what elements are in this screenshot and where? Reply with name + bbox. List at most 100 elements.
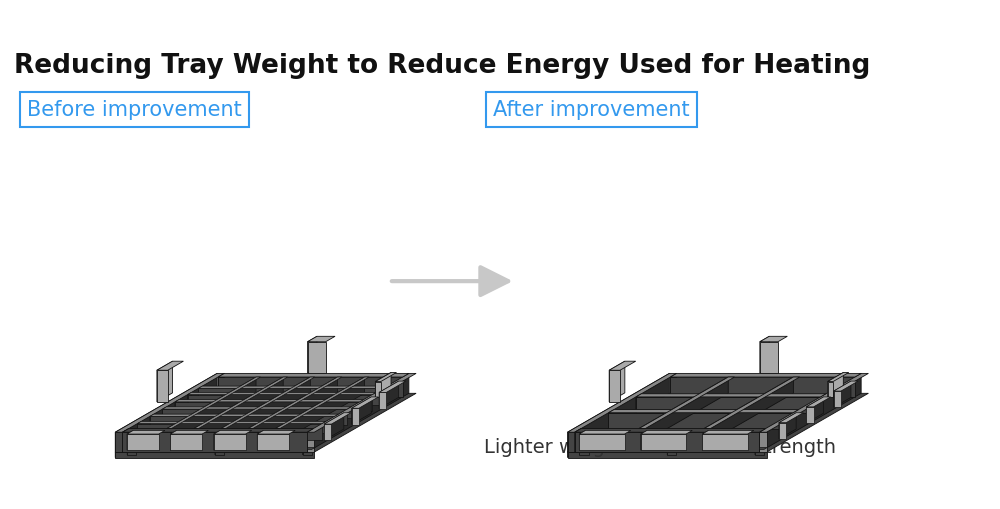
Polygon shape xyxy=(352,408,359,425)
Polygon shape xyxy=(759,374,868,432)
Polygon shape xyxy=(137,421,326,424)
Polygon shape xyxy=(194,377,283,445)
Polygon shape xyxy=(275,377,365,445)
Polygon shape xyxy=(352,397,379,408)
Polygon shape xyxy=(568,374,677,432)
Polygon shape xyxy=(198,388,383,405)
Polygon shape xyxy=(188,392,376,395)
Polygon shape xyxy=(670,374,861,377)
Polygon shape xyxy=(779,413,796,439)
Polygon shape xyxy=(636,394,826,397)
Polygon shape xyxy=(218,374,409,377)
Polygon shape xyxy=(608,410,614,429)
Polygon shape xyxy=(127,434,159,450)
Polygon shape xyxy=(702,431,754,434)
Polygon shape xyxy=(257,434,289,450)
Polygon shape xyxy=(828,373,843,397)
Polygon shape xyxy=(308,342,326,374)
Polygon shape xyxy=(670,377,855,397)
Polygon shape xyxy=(115,452,314,458)
Polygon shape xyxy=(115,393,416,452)
Polygon shape xyxy=(170,434,202,450)
Polygon shape xyxy=(641,431,647,450)
Polygon shape xyxy=(115,374,217,452)
Polygon shape xyxy=(137,421,141,440)
Polygon shape xyxy=(639,377,735,429)
Polygon shape xyxy=(221,377,310,445)
Polygon shape xyxy=(568,432,575,452)
Polygon shape xyxy=(575,432,759,452)
Polygon shape xyxy=(122,429,313,432)
Polygon shape xyxy=(221,429,226,445)
Polygon shape xyxy=(150,416,334,433)
Polygon shape xyxy=(221,377,315,429)
Polygon shape xyxy=(324,424,331,440)
Polygon shape xyxy=(308,336,317,374)
Polygon shape xyxy=(636,397,820,413)
Polygon shape xyxy=(379,381,399,409)
Polygon shape xyxy=(779,423,786,439)
Polygon shape xyxy=(760,336,787,342)
Polygon shape xyxy=(307,374,409,452)
Polygon shape xyxy=(609,361,625,402)
Polygon shape xyxy=(375,373,391,397)
Polygon shape xyxy=(379,392,386,409)
Polygon shape xyxy=(257,431,295,434)
Polygon shape xyxy=(248,377,342,429)
Polygon shape xyxy=(198,386,202,405)
Polygon shape xyxy=(188,395,372,411)
Polygon shape xyxy=(198,386,387,388)
Polygon shape xyxy=(115,374,224,432)
Polygon shape xyxy=(307,374,416,432)
Polygon shape xyxy=(834,391,841,408)
Polygon shape xyxy=(162,407,351,409)
Polygon shape xyxy=(214,434,246,450)
Polygon shape xyxy=(157,361,183,371)
Polygon shape xyxy=(828,373,849,382)
Polygon shape xyxy=(608,413,793,429)
Polygon shape xyxy=(248,429,253,445)
Polygon shape xyxy=(579,449,589,455)
Polygon shape xyxy=(760,336,769,374)
Polygon shape xyxy=(636,394,641,413)
Polygon shape xyxy=(150,414,338,416)
Polygon shape xyxy=(375,373,396,382)
Polygon shape xyxy=(704,377,793,445)
Polygon shape xyxy=(670,374,677,397)
Polygon shape xyxy=(167,377,261,429)
Polygon shape xyxy=(303,449,312,455)
Polygon shape xyxy=(275,429,280,445)
Text: Before improvement: Before improvement xyxy=(27,100,242,120)
Polygon shape xyxy=(579,431,586,450)
Text: Reducing Tray Weight to Reduce Energy Used for Heating: Reducing Tray Weight to Reduce Energy Us… xyxy=(14,53,870,79)
Polygon shape xyxy=(275,377,369,429)
Polygon shape xyxy=(704,377,800,429)
Polygon shape xyxy=(759,432,767,452)
Polygon shape xyxy=(759,374,861,452)
Polygon shape xyxy=(257,431,264,450)
Polygon shape xyxy=(702,431,709,450)
Polygon shape xyxy=(379,381,406,392)
Polygon shape xyxy=(137,424,322,440)
Polygon shape xyxy=(175,400,179,418)
Polygon shape xyxy=(162,407,166,426)
Polygon shape xyxy=(375,382,381,397)
Polygon shape xyxy=(127,448,139,449)
Polygon shape xyxy=(639,429,645,445)
Polygon shape xyxy=(579,448,592,449)
Polygon shape xyxy=(157,361,173,402)
Polygon shape xyxy=(760,342,778,374)
Polygon shape xyxy=(157,371,168,402)
Polygon shape xyxy=(641,434,686,450)
Polygon shape xyxy=(568,393,669,458)
Polygon shape xyxy=(308,336,335,342)
Polygon shape xyxy=(579,434,625,450)
Polygon shape xyxy=(667,448,679,449)
Polygon shape xyxy=(806,397,824,423)
Polygon shape xyxy=(307,432,314,452)
Polygon shape xyxy=(568,393,868,452)
Polygon shape xyxy=(127,431,133,450)
Polygon shape xyxy=(170,431,177,450)
Polygon shape xyxy=(115,432,122,452)
Polygon shape xyxy=(702,434,748,450)
